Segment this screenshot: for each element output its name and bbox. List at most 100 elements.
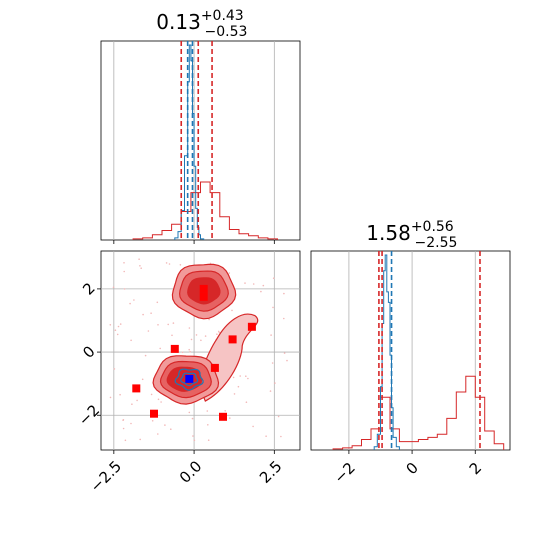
- joint-sample-dot: [224, 410, 226, 412]
- joint-sample-dot: [208, 318, 210, 321]
- marginal-x-title-value: 0.13: [156, 10, 201, 34]
- joint-sample-dot: [122, 419, 124, 422]
- joint-red-marker: [219, 412, 227, 421]
- joint-red-marker: [170, 344, 179, 353]
- joint-sample-dot: [252, 425, 254, 428]
- joint-sample-dot: [245, 375, 247, 378]
- joint-sample-dot: [270, 334, 272, 336]
- joint-sample-dot: [109, 324, 112, 326]
- joint-sample-dot: [164, 424, 166, 426]
- joint-contour-blue-outer: [174, 368, 204, 391]
- joint-sample-dot: [117, 325, 120, 328]
- marginal-y-histograms: [332, 254, 505, 450]
- joint-x-tick-label: 2.5: [256, 457, 286, 487]
- joint-sample-dot: [159, 347, 161, 350]
- marginal-y-quantile-lines: [378, 251, 481, 450]
- joint-sample-dot: [247, 377, 249, 380]
- marginal-x-frame: [100, 40, 301, 241]
- joint-sample-dot: [119, 323, 122, 325]
- marginal-x-title: 0.13+0.43 −0.53: [156, 8, 247, 40]
- joint-sample-dot: [157, 398, 160, 401]
- marginal-x-title-plus: +0.43: [201, 8, 244, 24]
- joint-sample-dot: [150, 312, 152, 315]
- joint-sample-dot: [157, 324, 159, 326]
- joint-sample-dot: [277, 415, 280, 418]
- joint-sample-dot: [142, 313, 144, 316]
- joint-sample-dot: [138, 258, 140, 261]
- joint-sample-dot: [244, 282, 246, 284]
- joint-sample-dot: [193, 439, 196, 442]
- joint-sample-dot: [144, 354, 147, 357]
- marginal-y-title-value: 1.58: [366, 221, 411, 245]
- joint-sample-dot: [167, 323, 169, 326]
- joint-sample-dot: [280, 435, 282, 438]
- joint-sample-dot: [217, 330, 220, 333]
- joint-sample-dot: [271, 362, 274, 364]
- marginal-x-hist-series: [132, 181, 278, 240]
- marginal-y-title-minus: −2.55: [415, 235, 458, 251]
- joint-sample-dot: [191, 417, 194, 420]
- joint-red-marker: [199, 292, 208, 301]
- joint-sample-dot: [139, 438, 141, 441]
- marginal-x-quantile-lines: [180, 41, 213, 240]
- joint-sample-dot: [195, 334, 198, 336]
- marginal-y-tick-label: 0: [403, 459, 422, 478]
- joint-sample-dot: [252, 283, 255, 285]
- joint-sample-dot: [151, 420, 154, 422]
- joint-sample-dot: [233, 393, 236, 395]
- marginal-x-title-minus: −0.53: [205, 24, 248, 40]
- marginal-y-tick-label: 2: [466, 459, 485, 478]
- joint-sample-dot: [136, 399, 138, 402]
- joint-sample-dot: [141, 378, 144, 381]
- joint-sample-dot: [119, 393, 121, 396]
- joint-sample-dot: [260, 290, 262, 293]
- joint-sample-dot: [170, 428, 172, 431]
- joint-sample-dot: [114, 329, 117, 332]
- joint-x-tick-label: −2.5: [87, 457, 125, 495]
- joint-sample-dot: [274, 382, 276, 384]
- marginal-y-frame: [310, 250, 511, 451]
- joint-sample-dot: [122, 427, 125, 430]
- joint-sample-dot: [181, 351, 184, 354]
- joint-sample-dot: [272, 277, 275, 280]
- joint-sample-dot: [231, 309, 233, 312]
- joint-sample-dot: [131, 403, 133, 406]
- joint-sample-dot: [229, 417, 231, 419]
- marginal-y-grid: [348, 251, 476, 450]
- joint-red-marker: [228, 335, 237, 344]
- panel-joint: −2.5 0.0 2.5 −2 0 2: [75, 250, 301, 496]
- joint-sample-dot: [200, 339, 202, 342]
- joint-sample-dot: [168, 263, 171, 265]
- marginal-y-tick-label: −2: [330, 459, 358, 487]
- joint-sample-dot: [232, 376, 235, 379]
- joint-sample-dot: [112, 286, 115, 289]
- joint-sample-dot: [188, 348, 190, 351]
- joint-sample-dot: [113, 368, 116, 370]
- joint-sample-dot: [207, 424, 209, 426]
- joint-markers: [132, 284, 256, 421]
- joint-sample-dot: [204, 335, 207, 337]
- joint-sample-dot: [237, 385, 240, 388]
- joint-sample-dot: [192, 435, 194, 437]
- joint-red-marker: [247, 322, 256, 331]
- joint-y-tick-label: 2: [79, 279, 98, 298]
- joint-sample-dot: [116, 333, 119, 336]
- joint-sample-dot: [239, 375, 241, 377]
- joint-sample-dot: [139, 265, 141, 267]
- joint-sample-dot: [140, 267, 142, 270]
- joint-sample-dot: [269, 390, 272, 392]
- joint-red-marker: [132, 384, 141, 393]
- joint-sample-dot: [109, 396, 112, 399]
- joint-sample-dot: [156, 301, 159, 304]
- joint-sample-dot: [207, 439, 210, 442]
- joint-sample-dot: [262, 284, 265, 287]
- joint-sample-dot: [150, 393, 153, 396]
- joint-sample-dot: [188, 411, 191, 414]
- marginal-x-ticks: [113, 240, 275, 244]
- joint-sample-dot: [123, 262, 125, 264]
- joint-red-marker: [199, 284, 208, 293]
- joint-sample-dot: [172, 322, 175, 324]
- joint-sample-dot: [190, 338, 193, 341]
- joint-sample-dot: [130, 339, 132, 342]
